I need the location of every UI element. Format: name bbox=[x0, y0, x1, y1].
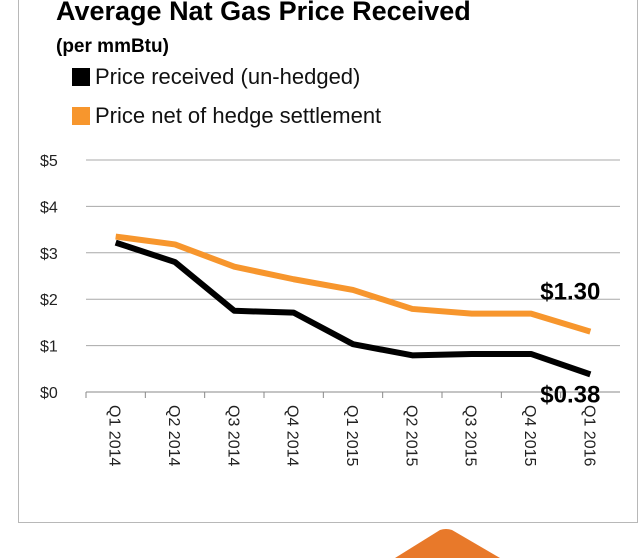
legend-swatch-unhedged bbox=[72, 68, 90, 86]
y-tick-label: $0 bbox=[40, 385, 58, 402]
data-label: $0.38 bbox=[540, 381, 600, 408]
x-tick-label: Q2 2014 bbox=[165, 405, 182, 466]
legend-label-hedged: Price net of hedge settlement bbox=[95, 103, 382, 128]
chart-title: Average Nat Gas Price Received bbox=[56, 0, 471, 26]
x-tick-label: Q1 2014 bbox=[106, 405, 123, 466]
x-tick-label: Q1 2016 bbox=[580, 405, 597, 466]
legend-label-unhedged: Price received (un-hedged) bbox=[95, 64, 361, 89]
y-tick-label: $4 bbox=[40, 199, 58, 216]
y-tick-label: $2 bbox=[40, 292, 58, 309]
line-chart: $0 $1 $2 $3 $4 $5 Q1 2014 Q2 2014 Q3 2014 Q4 2014… bbox=[40, 153, 620, 466]
chart-frame bbox=[18, 0, 638, 523]
x-tick-label: Q2 2015 bbox=[402, 405, 419, 466]
y-tick-label: $5 bbox=[40, 153, 58, 170]
series-line-hedged bbox=[115, 233, 592, 335]
x-tick-label: Q3 2014 bbox=[224, 405, 241, 466]
legend-swatch-hedged bbox=[72, 107, 90, 125]
series-line-unhedged bbox=[114, 239, 592, 378]
x-tick-label: Q3 2015 bbox=[462, 405, 479, 466]
y-tick-label: $1 bbox=[40, 339, 58, 356]
data-label: $1.30 bbox=[540, 279, 600, 306]
legend-item-hedged: Price net of hedge settlement bbox=[72, 103, 381, 129]
legend-item-unhedged: Price received (un-hedged) bbox=[72, 64, 360, 90]
logo-fragment bbox=[395, 529, 500, 558]
x-tick-label: Q4 2015 bbox=[521, 405, 538, 466]
x-tick-label: Q4 2014 bbox=[284, 405, 301, 466]
x-tick-label: Q1 2015 bbox=[343, 405, 360, 466]
chart-subtitle: (per mmBtu) bbox=[56, 36, 169, 57]
y-tick-label: $3 bbox=[40, 246, 58, 263]
